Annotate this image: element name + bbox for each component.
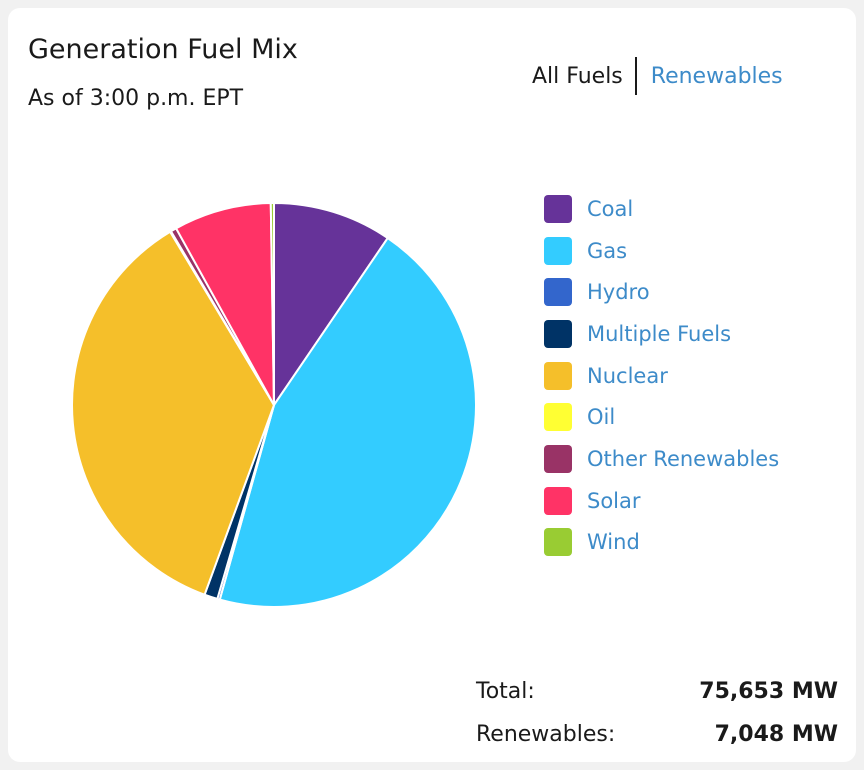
pie-slice-coal[interactable] xyxy=(273,202,389,406)
legend-label-solar: Solar xyxy=(587,488,641,513)
legend-item-nuclear[interactable]: Nuclear xyxy=(544,355,779,397)
legend-swatch-nuclear xyxy=(544,361,572,390)
legend-item-wind[interactable]: Wind xyxy=(544,522,779,564)
legend-item-multiple-fuels[interactable]: Multiple Fuels xyxy=(544,313,779,355)
chart-title: Generation Fuel Mix xyxy=(28,34,298,65)
legend-swatch-wind xyxy=(544,528,572,557)
legend-item-other-renewables[interactable]: Other Renewables xyxy=(544,438,779,480)
total-value: 75,653 MW xyxy=(699,679,838,704)
legend-swatch-multiple-fuels xyxy=(544,319,572,348)
legend-item-gas[interactable]: Gas xyxy=(544,230,779,272)
totals-panel: Total: 75,653 MW Renewables: 7,048 MW xyxy=(476,670,838,756)
legend-label-coal: Coal xyxy=(587,196,634,221)
legend-item-solar[interactable]: Solar xyxy=(544,480,779,522)
pie-slice-solar[interactable] xyxy=(175,202,275,406)
pie-slice-wind[interactable] xyxy=(269,202,275,406)
legend-swatch-coal xyxy=(544,194,572,223)
legend-label-multiple-fuels: Multiple Fuels xyxy=(587,321,732,346)
total-row: Total: 75,653 MW xyxy=(476,670,838,713)
legend-swatch-hydro xyxy=(544,278,572,307)
pie-slice-gas[interactable] xyxy=(218,237,477,608)
toggle-divider xyxy=(634,57,637,95)
fuel-filter-toggle: All Fuels Renewables xyxy=(532,57,783,95)
legend-label-hydro: Hydro xyxy=(587,280,650,305)
renewables-label: Renewables: xyxy=(476,722,616,747)
total-label: Total: xyxy=(476,679,535,704)
all-fuels-tab[interactable]: All Fuels xyxy=(532,63,623,89)
legend-swatch-other-renewables xyxy=(544,444,572,473)
legend-label-nuclear: Nuclear xyxy=(587,363,668,388)
legend-swatch-gas xyxy=(544,236,572,265)
legend-label-gas: Gas xyxy=(587,238,628,263)
chart-legend: Coal Gas Hydro Multiple Fuels Nuclear Oil Othe… xyxy=(544,188,779,563)
renewables-row: Renewables: 7,048 MW xyxy=(476,713,838,756)
legend-item-oil[interactable]: Oil xyxy=(544,396,779,438)
legend-label-oil: Oil xyxy=(587,405,616,430)
legend-swatch-oil xyxy=(544,403,572,432)
legend-label-other-renewables: Other Renewables xyxy=(587,446,780,471)
renewables-tab[interactable]: Renewables xyxy=(650,63,783,89)
legend-label-wind: Wind xyxy=(587,530,640,555)
legend-item-coal[interactable]: Coal xyxy=(544,188,779,230)
legend-swatch-solar xyxy=(544,486,572,515)
chart-subtitle: As of 3:00 p.m. EPT xyxy=(28,86,244,111)
legend-item-hydro[interactable]: Hydro xyxy=(544,271,779,313)
renewables-value: 7,048 MW xyxy=(714,722,838,747)
